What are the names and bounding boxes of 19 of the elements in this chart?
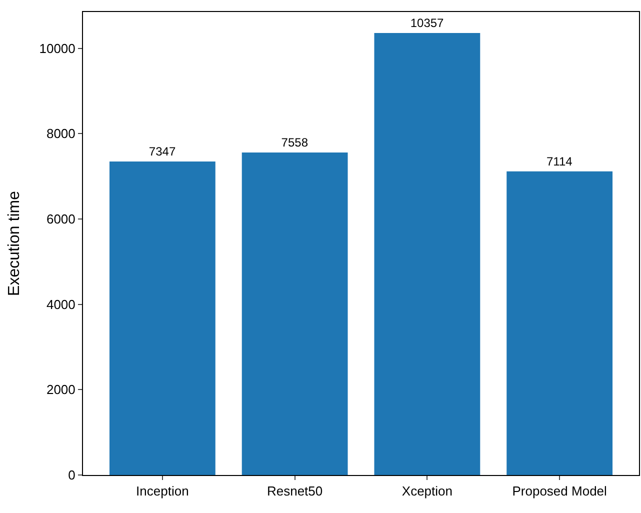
- y-tick-label: 6000: [46, 212, 76, 227]
- data-label: 7114: [546, 154, 573, 168]
- data-label: 7347: [148, 144, 176, 158]
- x-tick-label: Xception: [402, 484, 452, 499]
- x-tick-label: Resnet50: [266, 484, 323, 499]
- data-label: 10357: [410, 16, 444, 30]
- y-tick-label: 2000: [46, 382, 76, 398]
- y-tick-label: 0: [68, 468, 76, 483]
- bar: [109, 161, 216, 475]
- bar: [374, 33, 480, 475]
- bar: [242, 152, 348, 475]
- y-tick-label: 8000: [46, 126, 76, 142]
- y-tick-label: 4000: [46, 296, 76, 312]
- y-tick-label: 10000: [39, 40, 76, 56]
- y-axis-title: Execution time: [6, 190, 24, 296]
- bar: [506, 171, 613, 475]
- x-tick-label: Inception: [136, 484, 189, 499]
- data-label: 7558: [281, 135, 308, 150]
- x-tick-label: Proposed Model: [512, 484, 608, 499]
